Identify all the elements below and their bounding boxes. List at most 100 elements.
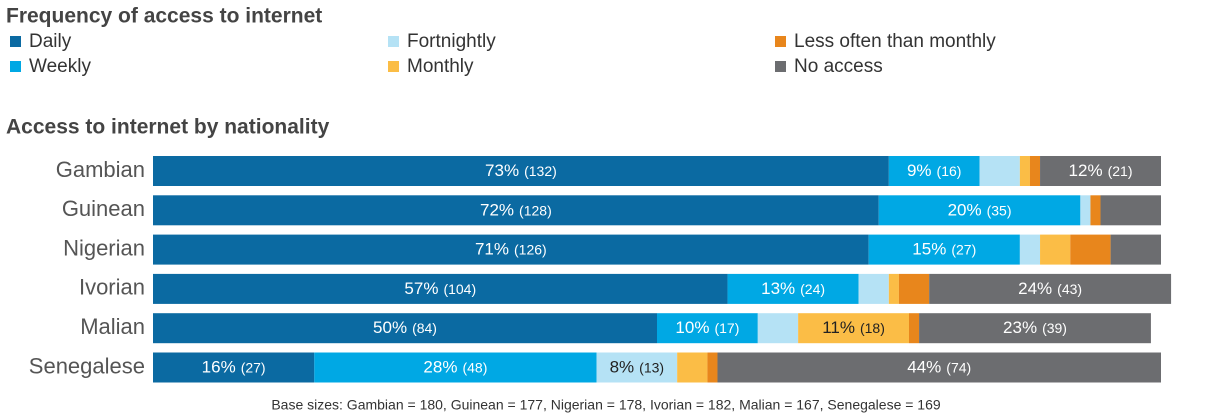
data-label-percent: 20% [948,201,982,220]
data-label: 13% (24) [761,279,825,298]
data-label-percent: 12% [1069,161,1103,180]
bar-segment [909,313,920,344]
data-label: 23% (39) [1003,319,1067,338]
data-label-count: (128) [519,202,552,218]
bar-segment [1090,195,1101,226]
bar-segment [858,273,889,304]
data-label-count: (132) [524,163,557,179]
data-label-percent: 57% [404,279,438,298]
data-label-count: (74) [946,359,971,375]
data-label: 12% (21) [1069,161,1133,180]
legend-swatch [10,61,21,72]
data-label-count: (43) [1057,281,1082,297]
data-label-percent: 15% [912,240,946,259]
y-tick-label: Malian [80,314,145,339]
bar-segment [1019,156,1030,186]
data-label-percent: 16% [202,358,236,377]
bar-segment [314,352,597,383]
data-label-percent: 13% [761,279,795,298]
bar-segment [888,156,980,186]
bar-segment [1080,195,1091,226]
data-label: 24% (43) [1018,279,1082,298]
data-label-percent: 71% [475,240,509,259]
y-tick-label: Gambian [56,157,145,182]
legend-label: Daily [29,31,72,52]
bar-segment [727,273,859,304]
data-label: 71% (126) [475,240,547,259]
data-label: 11% (18) [822,319,885,338]
bar-segment [1040,234,1071,265]
data-label: 50% (84) [373,319,437,338]
bar-segment [757,313,799,344]
legend-swatch [388,36,399,47]
data-label-percent: 28% [423,358,457,377]
bar-segment [153,313,657,344]
data-label-count: (35) [987,202,1012,218]
data-label-percent: 24% [1018,279,1052,298]
legend-swatch [775,36,786,47]
bar-segment [153,352,315,383]
data-label-count: (39) [1042,320,1067,336]
bar-segment [979,156,1020,186]
bar-segment [888,273,899,304]
data-label-count: (48) [462,359,487,375]
bar-segment [1070,234,1111,265]
bar-segment [153,234,869,265]
data-label: 8% (13) [610,358,664,377]
bar-segment [798,313,909,344]
bar-segment [929,273,1172,304]
bar-segment [1019,234,1041,265]
data-label: 44% (74) [907,358,971,377]
data-label: 72% (128) [480,201,552,220]
legend-label: Weekly [29,56,91,77]
legend-swatch [775,61,786,72]
bar-segment [153,273,728,304]
data-label-count: (104) [443,281,476,297]
data-label: 20% (35) [948,201,1012,220]
data-label-percent: 9% [907,161,932,180]
data-label: 73% (132) [485,161,557,180]
bar-segment [878,195,1081,226]
legend-swatch [10,36,21,47]
chart-title: Frequency of access to internet [6,5,322,28]
y-tick-label: Senegalese [29,353,145,378]
legend-label: Fortnightly [407,31,496,52]
bar-segment [153,195,879,226]
bar-segment [1100,195,1161,226]
chart-subtitle: Access to internet by nationality [6,116,330,139]
data-label-percent: 72% [480,201,514,220]
data-label-count: (24) [800,281,825,297]
bar-segment [596,352,678,383]
data-label-count: (27) [951,241,976,257]
legend-swatch [388,61,399,72]
bar-segment [1110,234,1161,265]
data-label: 57% (104) [404,279,476,298]
data-label-percent: 8% [610,358,635,377]
data-label: 9% (16) [907,161,961,180]
data-label: 16% (27) [202,358,266,377]
data-label-percent: 50% [373,319,407,338]
y-tick-label: Nigerian [63,235,145,260]
bar-segment [868,234,1020,265]
data-label-count: (84) [412,320,437,336]
y-tick-label: Ivorian [79,275,145,300]
bar-segment [919,313,1151,344]
data-label: 28% (48) [423,358,487,377]
data-label-percent: 23% [1003,319,1037,338]
data-label-count: (17) [714,320,739,336]
bar-segment [1029,156,1041,186]
bar-segment [898,273,930,304]
data-label: 10% (17) [675,319,739,338]
y-tick-label: Guinean [62,196,145,221]
data-label-percent: 73% [485,161,519,180]
bar-segment [707,352,718,383]
footnote: Base sizes: Gambian = 180, Guinean = 177… [271,397,941,413]
data-label-count: (126) [514,241,547,257]
bar-segment [153,156,889,186]
bar-segment [677,352,708,383]
legend-label: Monthly [407,56,474,77]
data-label-percent: 10% [675,319,709,338]
legend-label: No access [794,56,883,77]
legend-label: Less often than monthly [794,31,996,52]
